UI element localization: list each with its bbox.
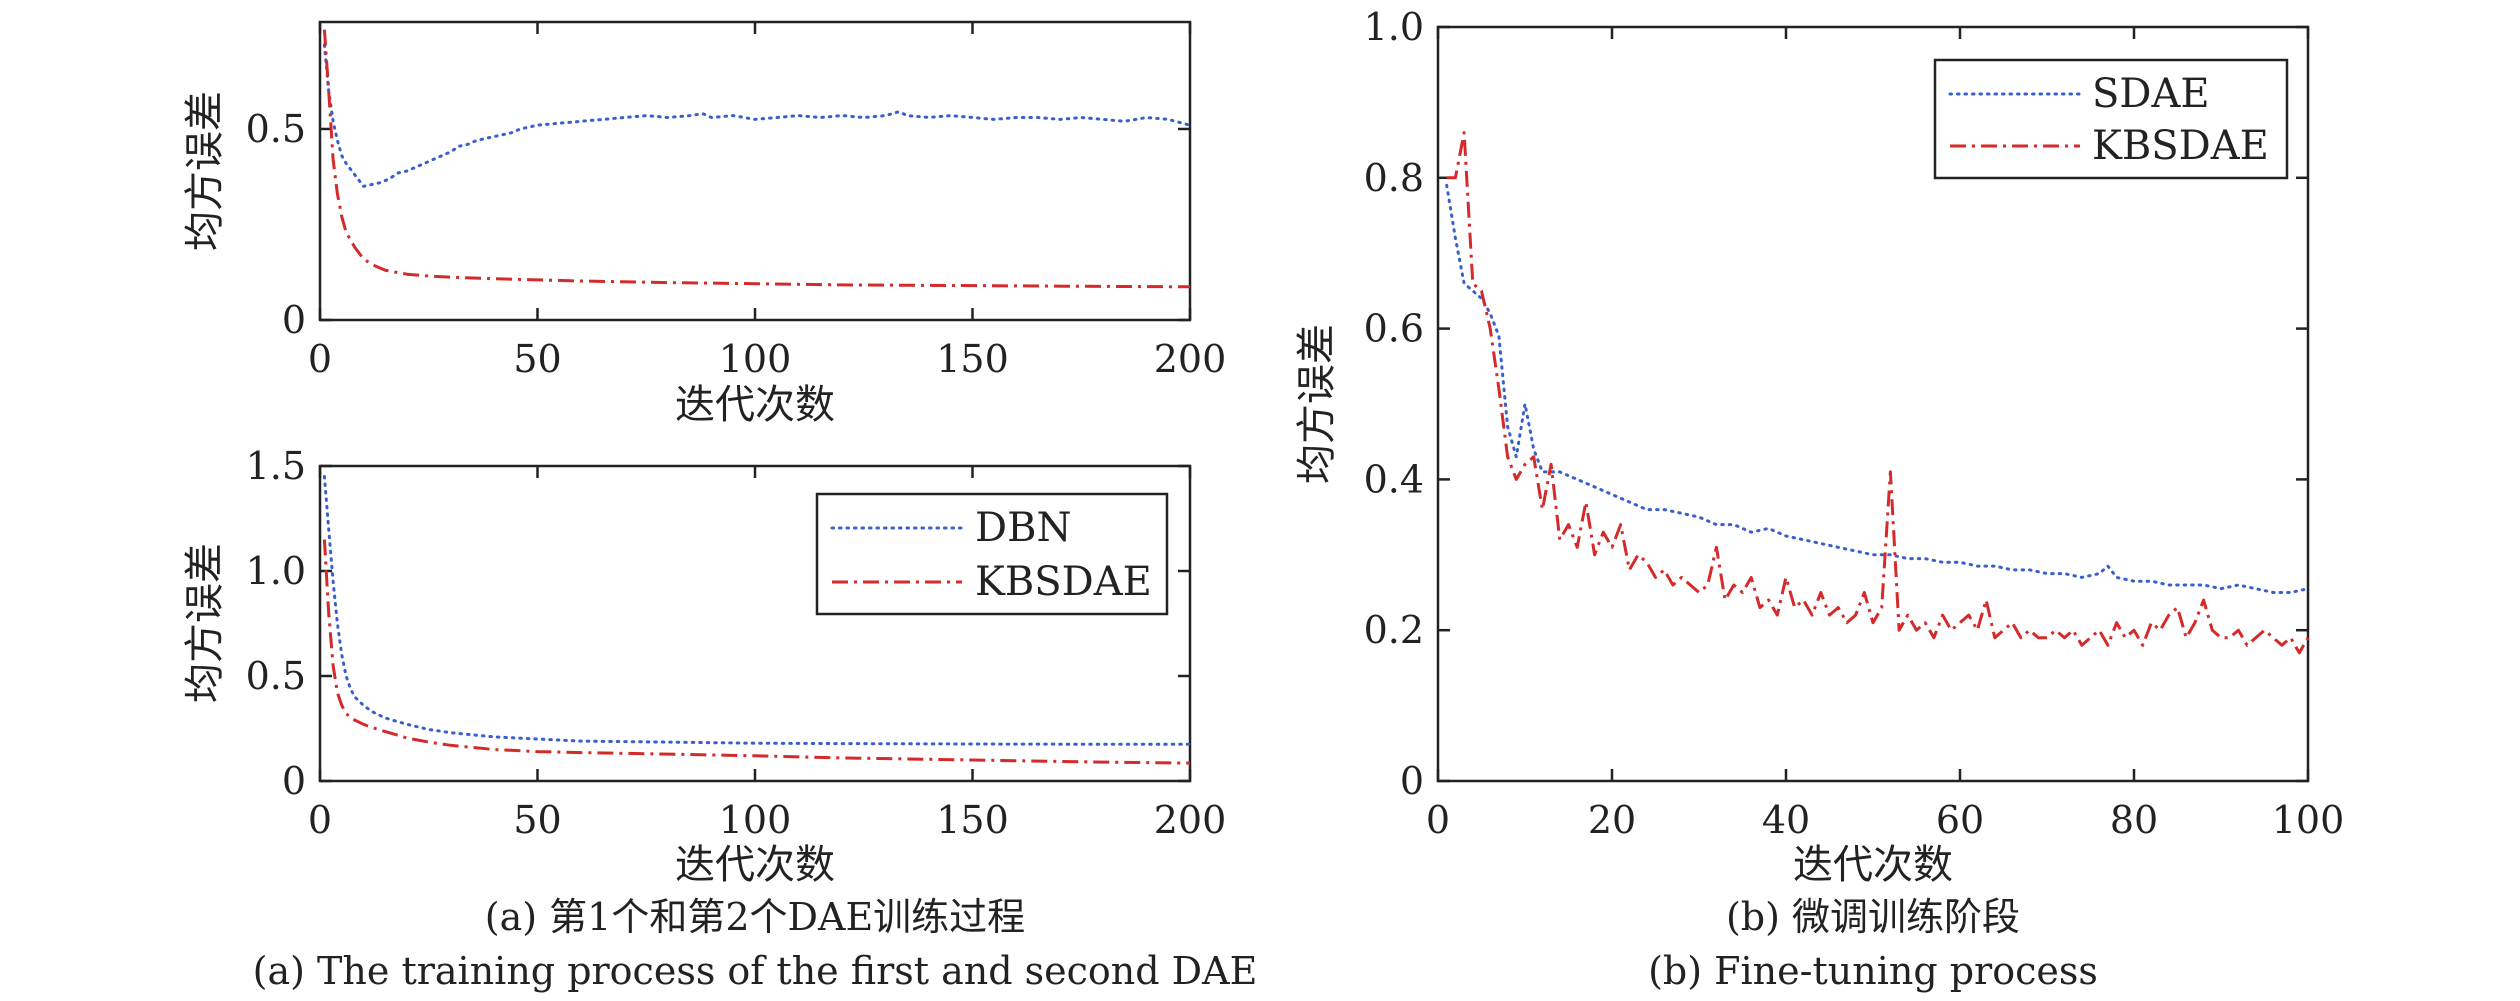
legend-label-kbsdae-a2: KBSDAE [975,559,1152,605]
x-tick-label-b-2: 40 [1762,798,1810,842]
y-tick-label-a2-1: 0.5 [246,654,306,698]
x-tick-label-a2-0: 0 [308,798,332,842]
y-tick-label-b-4: 0.8 [1364,156,1424,200]
x-tick-label-a1-2: 100 [719,337,792,381]
caption-a-en: (a) The training process of the first an… [253,949,1258,993]
x-tick-label-b-3: 60 [1936,798,1984,842]
axes-b: 0 20 40 60 80 100 0 0.2 0.4 0.6 0.8 1.0 [1364,5,2345,842]
y-tick-label-a2-2: 1.0 [246,549,306,593]
axes-a1: 0 50 100 150 200 0 0.5 [246,22,1227,381]
y-axis-label-b: 均方误差 [1294,324,1340,484]
plot-frame-a1 [318,20,1192,322]
x-tick-label-b-5: 100 [2272,798,2345,842]
series-line-a1-0 [322,43,1192,188]
y-tick-label-a1-1: 0.5 [246,107,306,151]
series-line-a2-dbn [322,475,1192,746]
series-group-a1 [322,29,1192,289]
y-tick-label-b-5: 1.0 [1364,5,1424,49]
legend-box-a2 [815,492,1169,616]
x-axis-label-a2: 迭代次数 [675,842,835,888]
series-line-b-kbsdae [1446,131,2310,655]
x-tick-label-a2-1: 50 [513,798,561,842]
series-group-a2 [322,475,1192,765]
y-axis-label-a2: 均方误差 [182,543,228,703]
x-tick-label-b-4: 80 [2110,798,2158,842]
y-tick-label-b-1: 0.2 [1364,608,1424,652]
series-line-a2-kbsdae [322,539,1191,765]
legend-label-sdae: SDAE [2092,71,2210,117]
legend-label-kbsdae-b: KBSDAE [2092,123,2269,169]
legend-label-dbn: DBN [975,505,1071,551]
x-axis-label-a1: 迭代次数 [675,382,835,428]
chart-panel-a2: 0 50 100 150 200 0 0.5 1.0 1.5 DBN KBSDAE 迭代次数 均… [182,444,1226,888]
x-axis-label-b: 迭代次数 [1793,842,1953,888]
x-tick-label-a1-0: 0 [308,337,332,381]
plot-frame-b [1436,25,2310,783]
series-line-a1-1 [322,29,1191,289]
y-axis-label-a1: 均方误差 [182,91,228,251]
y-tick-label-a2-0: 0 [282,759,306,803]
chart-panel-a1: 0 50 100 150 200 0 0.5 迭代次数 均方误差 [182,20,1227,428]
y-tick-label-b-3: 0.6 [1364,307,1424,351]
chart-panel-b: 0 20 40 60 80 100 0 0.2 0.4 0.6 0.8 1.0 SDAE KBSDAE… [1294,5,2344,888]
x-tick-label-a1-4: 200 [1154,337,1227,381]
axes-a2: 0 50 100 150 200 0 0.5 1.0 1.5 [246,444,1227,842]
x-tick-label-b-0: 0 [1426,798,1450,842]
legend-b: SDAE KBSDAE [1933,58,2289,180]
x-tick-label-a1-3: 150 [936,337,1009,381]
x-tick-label-b-1: 20 [1588,798,1636,842]
x-tick-label-a2-4: 200 [1154,798,1227,842]
caption-b-en: (b) Fine-tuning process [1648,949,2098,993]
x-tick-label-a1-1: 50 [513,337,561,381]
x-tick-label-a2-3: 150 [936,798,1009,842]
y-tick-label-a1-0: 0 [282,298,306,342]
y-tick-label-b-2: 0.4 [1364,457,1424,501]
y-tick-label-b-0: 0 [1400,759,1424,803]
series-line-b-sdae [1445,183,2310,594]
x-tick-label-a2-2: 100 [719,798,792,842]
series-group-b [1445,131,2310,655]
y-tick-label-a2-3: 1.5 [246,444,306,488]
caption-b-zh: (b) 微调训练阶段 [1726,895,2020,939]
caption-a-zh: (a) 第1个和第2个DAE训练过程 [485,895,1025,939]
legend-a2: DBN KBSDAE [815,492,1169,616]
legend-box-b [1933,58,2289,180]
